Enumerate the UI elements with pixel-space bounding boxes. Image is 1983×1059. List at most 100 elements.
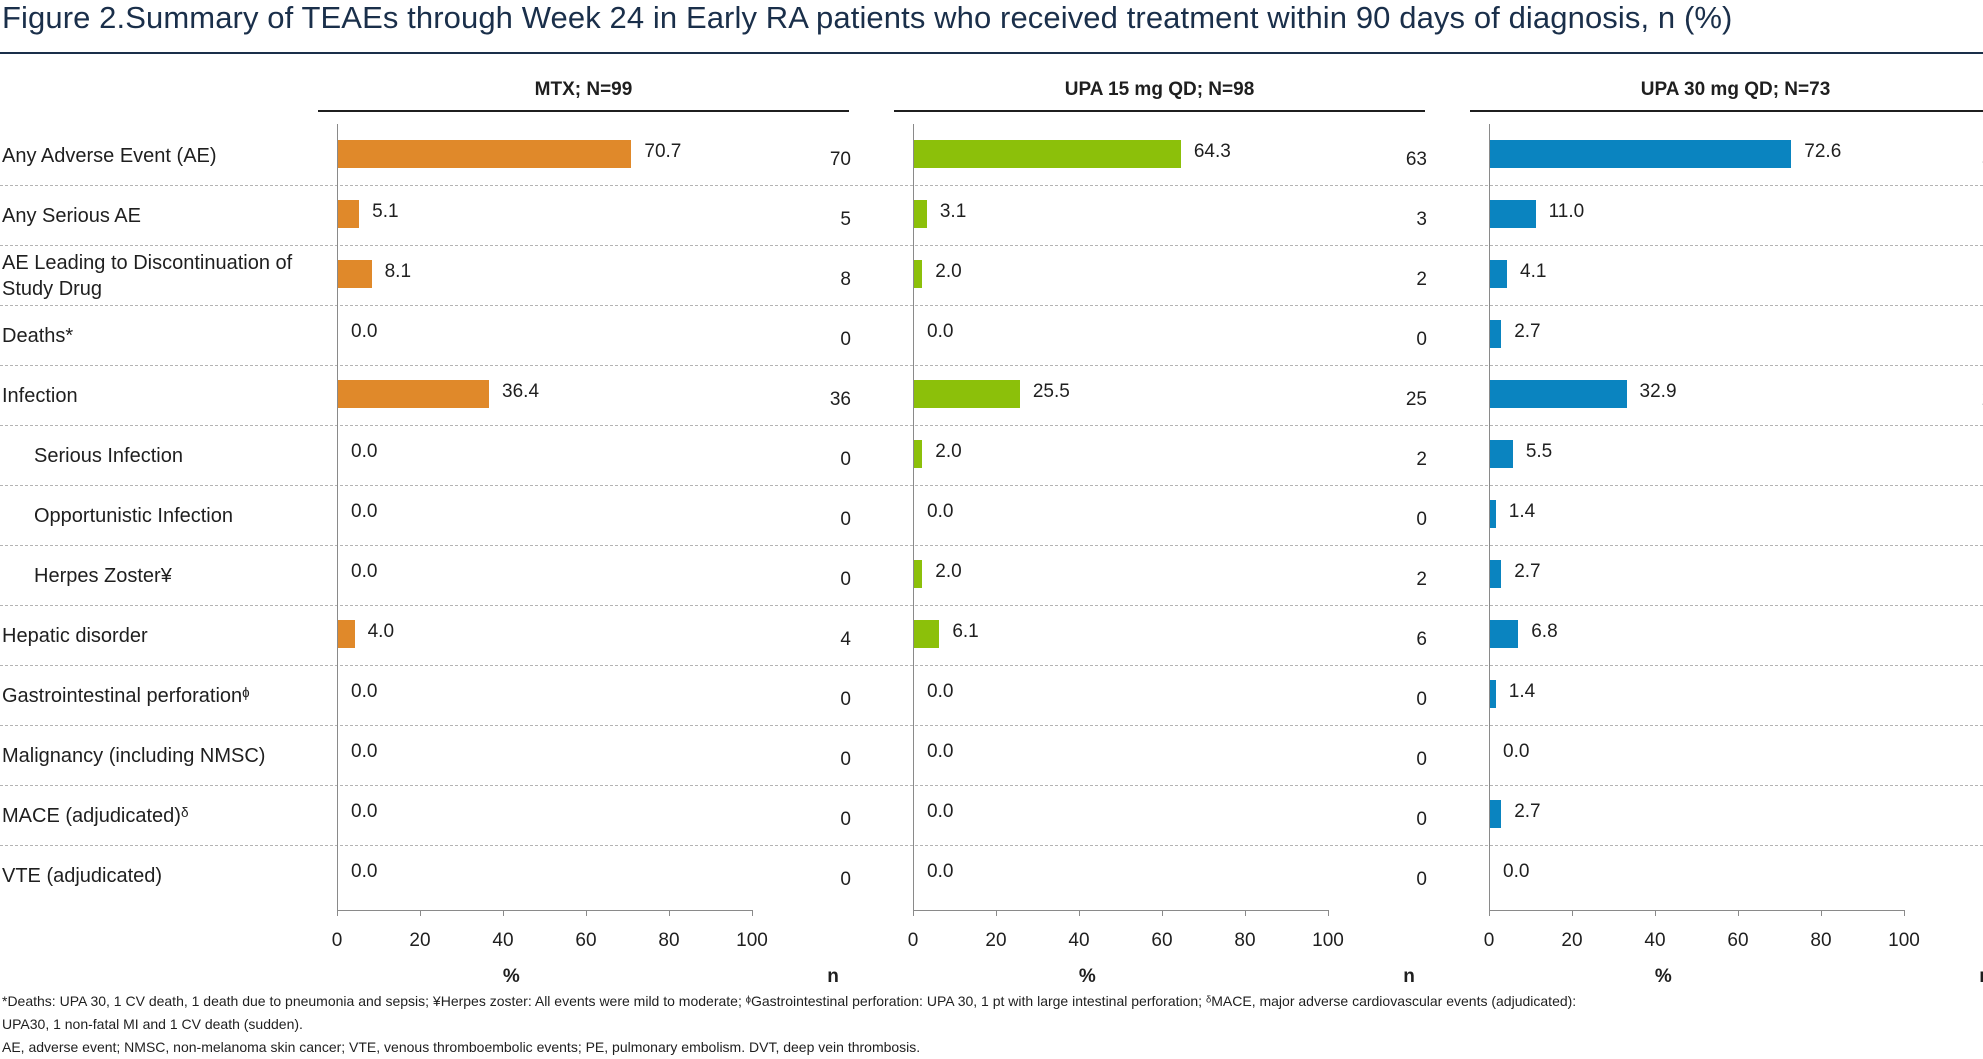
x-tick-label: 80 — [1234, 930, 1256, 951]
row-separator — [0, 605, 1983, 606]
n-value: 2 — [1416, 569, 1427, 590]
x-axis — [913, 910, 1328, 911]
y-axis — [1489, 124, 1490, 910]
row-label-deaths: Deaths* — [2, 308, 322, 364]
data-label: 0.0 — [927, 321, 954, 342]
n-value: 0 — [1959, 866, 1983, 894]
row-label-text: Any Serious AE — [2, 203, 141, 229]
x-tick — [503, 910, 504, 916]
n-value: 0 — [840, 869, 851, 890]
x-tick-label: 80 — [658, 930, 680, 951]
n-value: 4 — [1959, 446, 1983, 474]
x-tick-label: 60 — [575, 930, 597, 951]
x-tick — [337, 910, 338, 916]
row-label-line: Herpes Zoster¥ — [34, 565, 172, 587]
data-label: 70.7 — [644, 141, 682, 162]
x-tick-label: 0 — [1483, 930, 1495, 951]
data-label: 1.4 — [1508, 681, 1536, 702]
n-value: 25 — [1405, 389, 1427, 410]
bar-upa-30-mg-qd-n-73-any-adverse-event-ae — [1490, 140, 1792, 168]
x-tick — [586, 910, 587, 916]
bar-mtx-n-99-infection — [338, 380, 490, 408]
row-separator — [0, 305, 1983, 306]
row-label-line: AE Leading to Discontinuation of — [2, 252, 293, 274]
row-label-line: Deaths* — [2, 325, 74, 347]
n-value: 8 — [840, 269, 851, 290]
row-label-line: Any Serious AE — [2, 205, 141, 227]
x-tick-label: 100 — [736, 930, 768, 951]
bar-upa-30-mg-qd-n-73-mace-adjudicated — [1490, 800, 1502, 828]
data-label: 4.0 — [367, 621, 395, 642]
n-value: 0 — [840, 749, 851, 770]
n-value: 2 — [1959, 566, 1983, 594]
bar-mtx-n-99-hepatic-disorder — [338, 620, 355, 648]
x-tick-label: 0 — [907, 930, 919, 951]
data-label: 0.0 — [1503, 861, 1530, 882]
row-label-text: AE Leading to Discontinuation of Study Dr… — [2, 250, 292, 302]
bar-mtx-n-99-any-serious-ae — [338, 200, 360, 228]
data-label: 2.7 — [1514, 561, 1541, 582]
data-label: 2.7 — [1514, 801, 1541, 822]
row-label-line: Infection — [2, 385, 78, 407]
n-value: 0 — [1959, 746, 1983, 774]
bar-upa-30-mg-qd-n-73-opportunistic-infection — [1490, 500, 1496, 528]
row-label-line: Hepatic disorder — [2, 625, 148, 647]
n-value: 0 — [1416, 809, 1427, 830]
n-value: 0 — [1416, 509, 1427, 530]
row-label-infection: Infection — [2, 368, 322, 424]
x-tick-label: 40 — [1068, 930, 1090, 951]
x-tick — [1489, 910, 1490, 916]
bar-upa-15-mg-qd-n-98-infection — [914, 380, 1020, 408]
x-tick-label: 40 — [1644, 930, 1666, 951]
bar-upa-15-mg-qd-n-98-any-adverse-event-ae — [914, 140, 1181, 168]
x-tick — [669, 910, 670, 916]
bar-upa-30-mg-qd-n-73-ae-leading-to-discontinuation-of-study-drug — [1490, 260, 1507, 288]
x-tick-label: 20 — [985, 930, 1007, 951]
n-value: 53 — [1959, 146, 1983, 174]
n-value: 5 — [1959, 626, 1983, 654]
n-value: 2 — [1959, 806, 1983, 834]
row-label-line: Serious Infection — [34, 445, 183, 467]
x-tick-label: 40 — [492, 930, 514, 951]
x-tick — [1904, 910, 1905, 916]
row-label-hepatic-disorder: Hepatic disorder — [2, 608, 322, 664]
x-tick-label: 60 — [1151, 930, 1173, 951]
row-label-line: Any Adverse Event (AE) — [2, 145, 217, 167]
x-tick — [1821, 910, 1822, 916]
row-label-line: Opportunistic Infection — [34, 505, 233, 527]
panel-header-upa-30-mg-qd-n-73: UPA 30 mg QD; N=73 — [1640, 79, 1831, 100]
n-value: 6 — [1416, 629, 1427, 650]
footnote-line-2: UPA30, 1 non-fatal MI and 1 CV death (su… — [2, 1016, 303, 1032]
x-tick — [1328, 910, 1329, 916]
n-value: 70 — [829, 149, 851, 170]
data-label: 0.0 — [351, 321, 378, 342]
footnote-line-3: AE, adverse event; NMSC, non-melanoma sk… — [2, 1039, 921, 1055]
data-label: 0.0 — [927, 501, 954, 522]
data-label: 32.9 — [1639, 381, 1677, 402]
bar-upa-30-mg-qd-n-73-infection — [1490, 380, 1627, 408]
row-separator — [0, 545, 1983, 546]
n-value: 2 — [1416, 269, 1427, 290]
data-label: 72.6 — [1804, 141, 1842, 162]
data-label: 2.0 — [935, 441, 962, 462]
n-value: 3 — [1959, 266, 1983, 294]
data-label: 0.0 — [351, 741, 378, 762]
n-value: 8 — [1959, 206, 1983, 234]
n-value: 63 — [1405, 149, 1427, 170]
x-tick-label: 100 — [1888, 930, 1920, 951]
n-value: 1 — [1959, 686, 1983, 714]
row-label-text: Hepatic disorder — [2, 623, 148, 649]
data-label: 0.0 — [927, 861, 954, 882]
panel-header-rule — [1470, 110, 1983, 112]
data-label: 4.1 — [1520, 261, 1547, 282]
n-value: 0 — [840, 689, 851, 710]
data-label: 2.0 — [935, 561, 962, 582]
n-value: 0 — [1416, 749, 1427, 770]
row-label-line: Malignancy (including NMSC) — [2, 745, 266, 767]
row-label-text: Serious Infection — [34, 443, 183, 469]
data-label: 11.0 — [1548, 201, 1585, 222]
data-label: 64.3 — [1193, 141, 1231, 162]
data-label: 0.0 — [351, 801, 378, 822]
panel-header-mtx-n-99: MTX; N=99 — [534, 79, 633, 100]
bar-upa-30-mg-qd-n-73-deaths — [1490, 320, 1502, 348]
